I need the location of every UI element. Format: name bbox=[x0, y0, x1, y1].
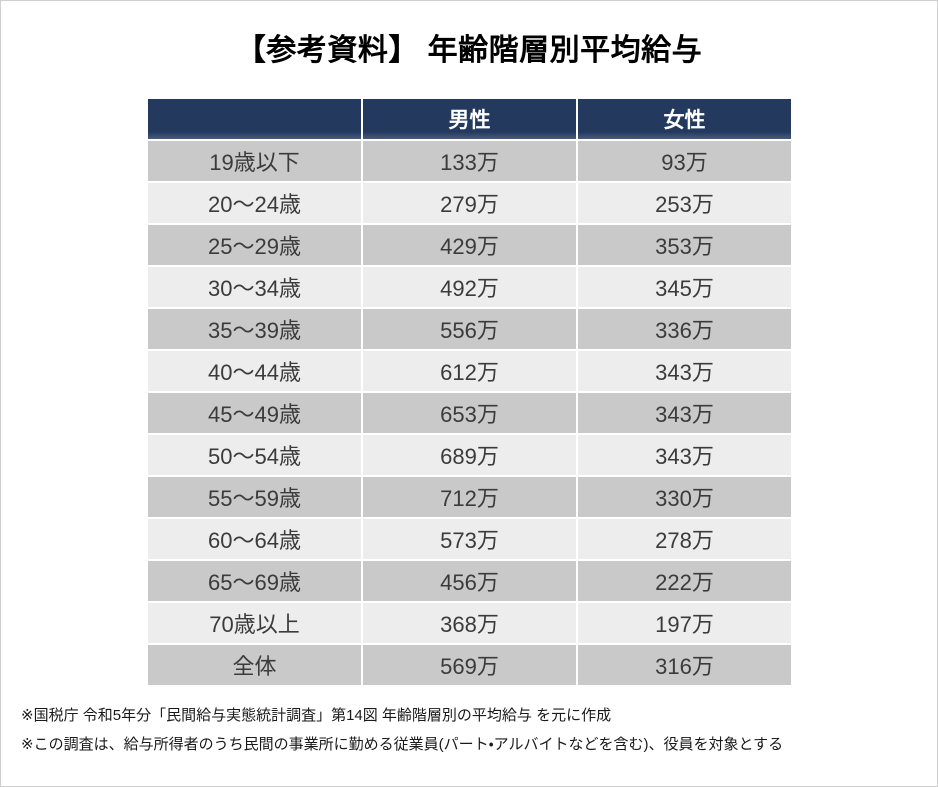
age-group-cell: 40〜44歳 bbox=[148, 351, 361, 391]
male-value-cell: 569万 bbox=[363, 645, 576, 685]
salary-table: 男性 女性 19歳以下 133万 93万 20〜24歳 279万 253万 25〜29歳 42… bbox=[146, 97, 793, 687]
male-value-cell: 492万 bbox=[363, 267, 576, 307]
table-row: 25〜29歳 429万 353万 bbox=[148, 225, 791, 265]
table-row: 30〜34歳 492万 345万 bbox=[148, 267, 791, 307]
female-value-cell: 197万 bbox=[578, 603, 791, 643]
age-group-cell: 20〜24歳 bbox=[148, 183, 361, 223]
female-value-cell: 343万 bbox=[578, 351, 791, 391]
male-value-cell: 573万 bbox=[363, 519, 576, 559]
table-row: 全体 569万 316万 bbox=[148, 645, 791, 685]
female-value-cell: 343万 bbox=[578, 393, 791, 433]
male-value-cell: 456万 bbox=[363, 561, 576, 601]
female-value-cell: 343万 bbox=[578, 435, 791, 475]
scope-note: ※この調査は、給与所得者のうち民間の事業所に勤める従業員(パート・アルバイトなど… bbox=[21, 736, 784, 753]
page-title: 【参考資料】 年齢階層別平均給与 bbox=[235, 34, 703, 67]
age-group-cell: 45〜49歳 bbox=[148, 393, 361, 433]
table-row: 45〜49歳 653万 343万 bbox=[148, 393, 791, 433]
table-header-row: 男性 女性 bbox=[148, 99, 791, 139]
male-value-cell: 689万 bbox=[363, 435, 576, 475]
table-row: 70歳以上 368万 197万 bbox=[148, 603, 791, 643]
female-value-cell: 316万 bbox=[578, 645, 791, 685]
female-value-cell: 345万 bbox=[578, 267, 791, 307]
column-header-female: 女性 bbox=[578, 99, 791, 139]
female-value-cell: 93万 bbox=[578, 141, 791, 181]
male-value-cell: 133万 bbox=[363, 141, 576, 181]
female-value-cell: 253万 bbox=[578, 183, 791, 223]
salary-table-container: 男性 女性 19歳以下 133万 93万 20〜24歳 279万 253万 25〜29歳 42… bbox=[146, 97, 793, 687]
male-value-cell: 612万 bbox=[363, 351, 576, 391]
column-header-male: 男性 bbox=[363, 99, 576, 139]
age-group-cell: 19歳以下 bbox=[148, 141, 361, 181]
table-row: 20〜24歳 279万 253万 bbox=[148, 183, 791, 223]
female-value-cell: 278万 bbox=[578, 519, 791, 559]
male-value-cell: 712万 bbox=[363, 477, 576, 517]
table-row: 65〜69歳 456万 222万 bbox=[148, 561, 791, 601]
table-row: 40〜44歳 612万 343万 bbox=[148, 351, 791, 391]
table-row: 55〜59歳 712万 330万 bbox=[148, 477, 791, 517]
female-value-cell: 330万 bbox=[578, 477, 791, 517]
age-group-cell: 30〜34歳 bbox=[148, 267, 361, 307]
female-value-cell: 353万 bbox=[578, 225, 791, 265]
footnotes: ※国税庁 令和5年分「民間給与実態統計調査」第14図 年齢階層別の平均給与 を元… bbox=[21, 701, 921, 759]
table-row: 19歳以下 133万 93万 bbox=[148, 141, 791, 181]
table-row: 35〜39歳 556万 336万 bbox=[148, 309, 791, 349]
male-value-cell: 279万 bbox=[363, 183, 576, 223]
table-row: 60〜64歳 573万 278万 bbox=[148, 519, 791, 559]
table-row: 50〜54歳 689万 343万 bbox=[148, 435, 791, 475]
source-note: ※国税庁 令和5年分「民間給与実態統計調査」第14図 年齢階層別の平均給与 を元… bbox=[21, 707, 612, 724]
female-value-cell: 336万 bbox=[578, 309, 791, 349]
male-value-cell: 368万 bbox=[363, 603, 576, 643]
female-value-cell: 222万 bbox=[578, 561, 791, 601]
age-group-cell: 全体 bbox=[148, 645, 361, 685]
age-group-cell: 35〜39歳 bbox=[148, 309, 361, 349]
age-group-cell: 70歳以上 bbox=[148, 603, 361, 643]
age-group-cell: 55〜59歳 bbox=[148, 477, 361, 517]
table-body: 19歳以下 133万 93万 20〜24歳 279万 253万 25〜29歳 429万 353万… bbox=[148, 141, 791, 685]
table-header: 男性 女性 bbox=[148, 99, 791, 139]
column-header-age bbox=[148, 99, 361, 139]
age-group-cell: 25〜29歳 bbox=[148, 225, 361, 265]
age-group-cell: 65〜69歳 bbox=[148, 561, 361, 601]
age-group-cell: 50〜54歳 bbox=[148, 435, 361, 475]
male-value-cell: 429万 bbox=[363, 225, 576, 265]
age-group-cell: 60〜64歳 bbox=[148, 519, 361, 559]
male-value-cell: 556万 bbox=[363, 309, 576, 349]
male-value-cell: 653万 bbox=[363, 393, 576, 433]
